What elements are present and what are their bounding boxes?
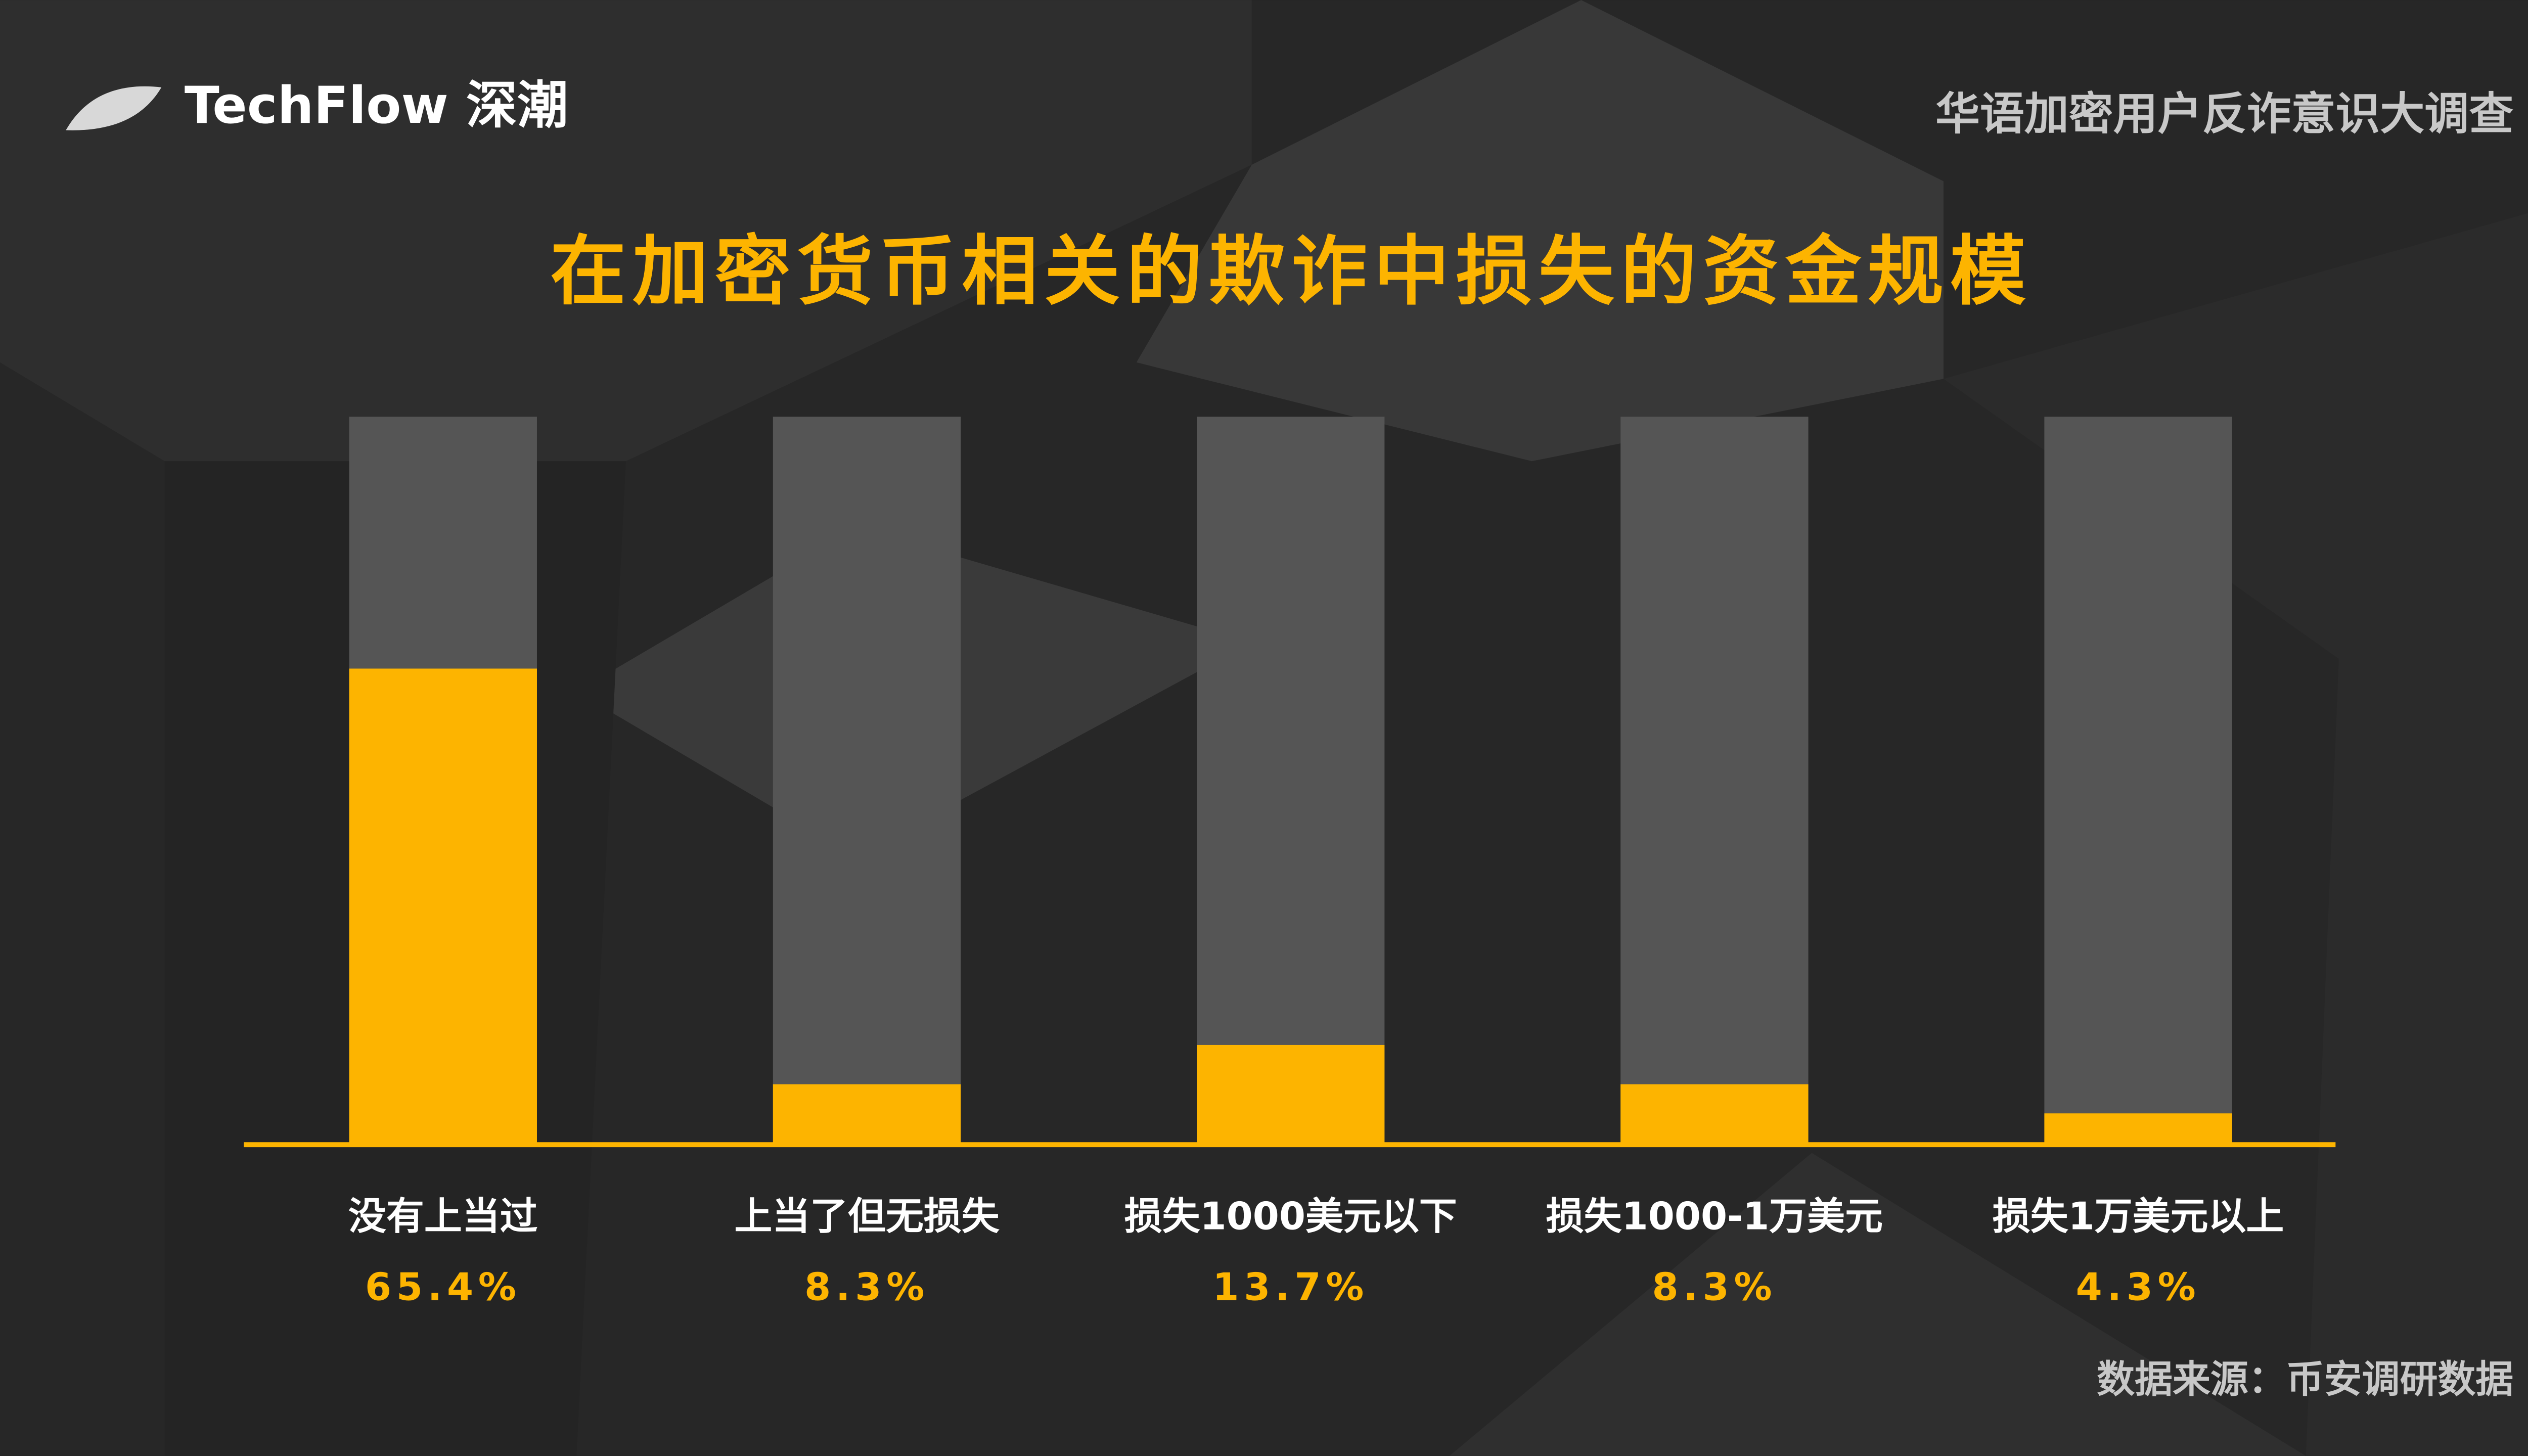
value-label: 4.3% (2076, 1264, 2201, 1309)
bar-track (2044, 417, 2232, 1145)
bar (773, 1084, 961, 1145)
value-label: 13.7% (1212, 1264, 1369, 1309)
source: 数据来源：币安调研数据 (2097, 1357, 2513, 1401)
x-tick-label: 损失1000美元以下 (1124, 1194, 1457, 1238)
bar-track (1620, 417, 1809, 1145)
logo: TechFlow 深潮 (66, 75, 568, 135)
header: 华语加密用户反诈意识大调查 (1935, 87, 2513, 140)
bar (1620, 1084, 1809, 1145)
x-tick-label: 损失1万美元以上 (1993, 1194, 2284, 1238)
bar-track (773, 417, 961, 1145)
bar (349, 668, 537, 1145)
value-label: 8.3% (1652, 1264, 1777, 1309)
bar-track (1197, 417, 1385, 1145)
brand: TechFlow 深潮 (185, 75, 568, 135)
value-label: 8.3% (804, 1264, 929, 1309)
chart-title: 在加密货币相关的欺诈中损失的资金规模 (550, 228, 2033, 315)
x-tick-label: 上当了但无损失 (734, 1194, 1000, 1238)
bar (2044, 1113, 2232, 1145)
logo-icon (66, 86, 162, 130)
value-label: 65.4% (365, 1264, 521, 1309)
bar (1197, 1044, 1385, 1145)
x-tick-label: 损失1000-1万美元 (1546, 1194, 1883, 1238)
x-tick-label: 没有上当过 (348, 1194, 538, 1238)
